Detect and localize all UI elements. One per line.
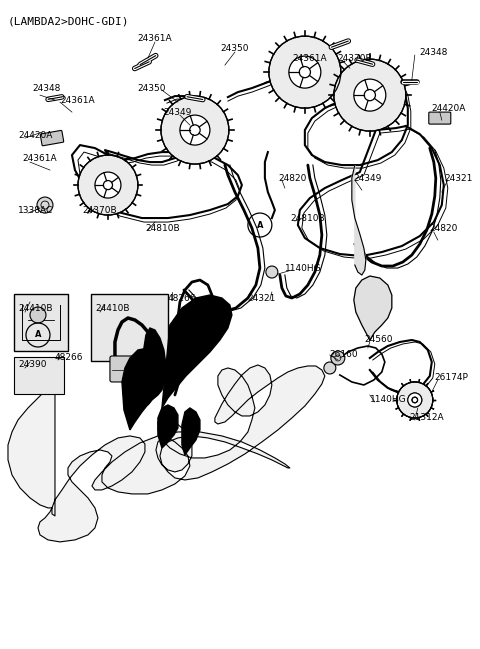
FancyBboxPatch shape: [110, 356, 149, 382]
Circle shape: [334, 59, 406, 131]
Text: 48266: 48266: [55, 354, 84, 363]
FancyBboxPatch shape: [40, 130, 64, 146]
Text: 21312A: 21312A: [410, 413, 444, 422]
Text: 24321: 24321: [248, 293, 276, 302]
Text: 24361A: 24361A: [22, 154, 57, 163]
Text: 24370B: 24370B: [82, 206, 117, 215]
Circle shape: [397, 382, 433, 418]
Text: 24810B: 24810B: [145, 223, 180, 232]
Circle shape: [408, 393, 422, 407]
Text: 24390: 24390: [18, 360, 47, 369]
Circle shape: [37, 197, 53, 213]
Text: 1140HG: 1140HG: [370, 395, 407, 404]
Circle shape: [354, 79, 386, 111]
Text: 24410B: 24410B: [95, 304, 130, 313]
Text: 24820: 24820: [278, 173, 306, 182]
Polygon shape: [122, 348, 168, 430]
Text: 1338AC: 1338AC: [18, 206, 53, 215]
Text: 24350: 24350: [138, 84, 166, 93]
FancyBboxPatch shape: [91, 294, 168, 361]
Circle shape: [324, 362, 336, 374]
Text: A: A: [257, 221, 263, 230]
Polygon shape: [182, 408, 200, 455]
Polygon shape: [354, 276, 392, 340]
FancyBboxPatch shape: [429, 112, 451, 124]
Text: 24410B: 24410B: [18, 304, 52, 313]
Circle shape: [266, 266, 278, 278]
Text: 24349: 24349: [354, 173, 382, 182]
Circle shape: [269, 36, 341, 108]
Circle shape: [408, 393, 422, 407]
Text: 26174P: 26174P: [435, 373, 468, 382]
Polygon shape: [162, 295, 232, 408]
Text: 24420A: 24420A: [18, 130, 52, 140]
Text: 24370B: 24370B: [337, 54, 372, 62]
Text: 24361A: 24361A: [60, 95, 95, 104]
Polygon shape: [144, 328, 166, 405]
FancyBboxPatch shape: [14, 357, 64, 394]
Text: 24348: 24348: [32, 84, 60, 93]
Circle shape: [331, 351, 345, 365]
Text: A: A: [35, 330, 41, 339]
Text: 24420A: 24420A: [432, 104, 466, 112]
Circle shape: [289, 56, 321, 88]
Circle shape: [161, 96, 229, 164]
Text: 26160: 26160: [330, 350, 359, 360]
Text: 24321: 24321: [445, 173, 473, 182]
Text: 24350: 24350: [221, 43, 249, 53]
Circle shape: [95, 172, 121, 198]
Text: 1140HG: 1140HG: [285, 263, 322, 273]
Polygon shape: [158, 405, 178, 448]
Text: 24361A: 24361A: [292, 54, 327, 62]
Text: 24560: 24560: [365, 336, 393, 345]
Circle shape: [397, 382, 433, 418]
Circle shape: [180, 115, 210, 145]
Text: 24810B: 24810B: [290, 214, 324, 223]
Polygon shape: [8, 365, 325, 542]
Text: 24361A: 24361A: [138, 34, 172, 43]
Polygon shape: [352, 165, 366, 275]
Text: 24349: 24349: [164, 108, 192, 117]
Circle shape: [30, 307, 46, 323]
Text: 24820: 24820: [430, 223, 458, 232]
Text: 48266: 48266: [168, 293, 196, 302]
FancyBboxPatch shape: [14, 294, 68, 351]
Text: (LAMBDA2>DOHC-GDI): (LAMBDA2>DOHC-GDI): [8, 16, 130, 26]
Text: 24348: 24348: [420, 47, 448, 56]
Circle shape: [78, 155, 138, 215]
